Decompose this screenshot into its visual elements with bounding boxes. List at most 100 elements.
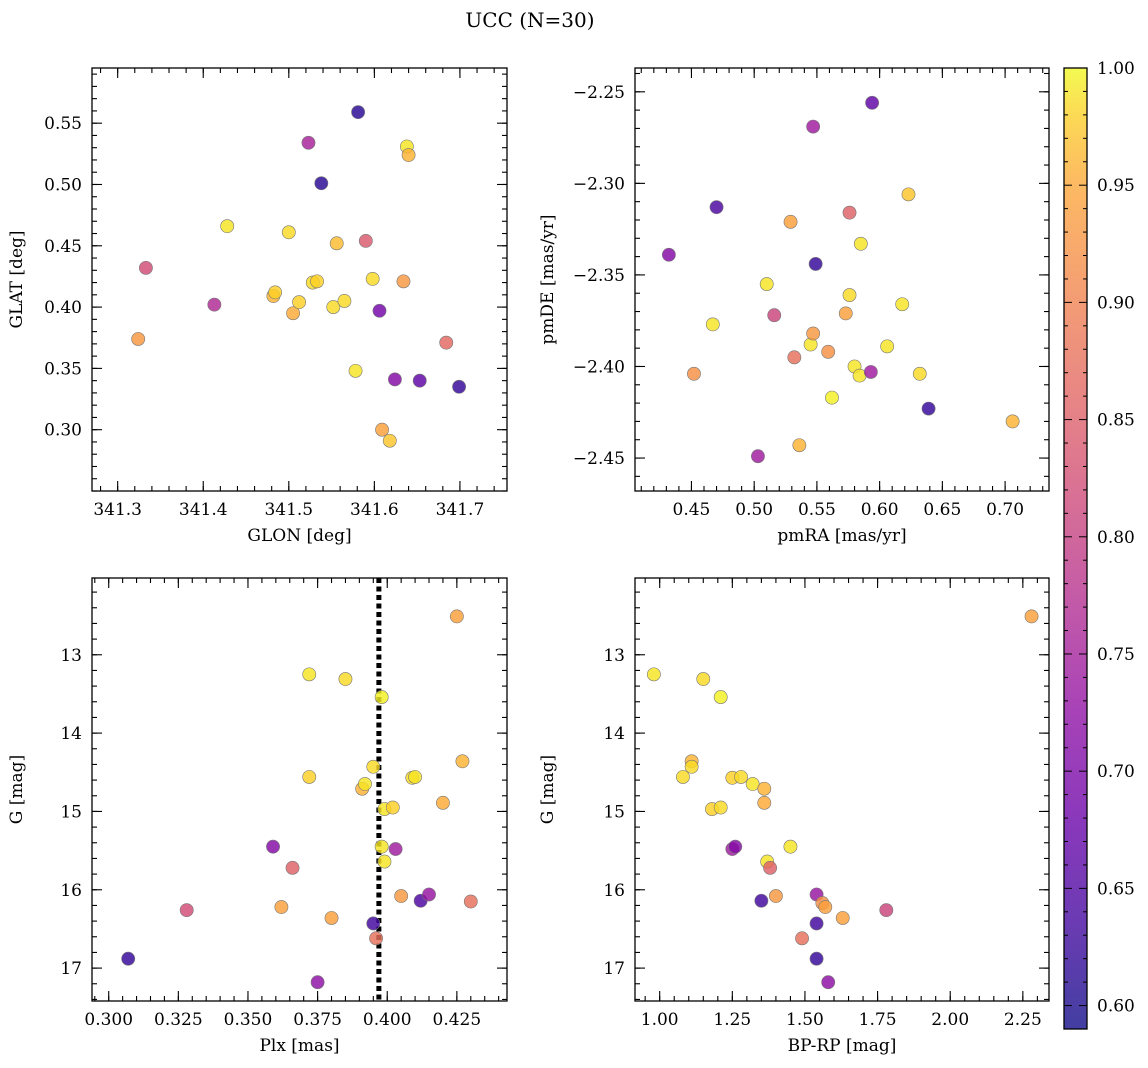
y-axis-label: G [mag] [538, 755, 558, 824]
data-point [895, 297, 910, 312]
data-point [880, 339, 895, 354]
data-point [401, 148, 416, 162]
data-point [337, 294, 352, 308]
data-point [728, 839, 743, 854]
y-tick-label: 0.55 [44, 114, 82, 134]
y-axis-label: G [mag] [7, 755, 27, 824]
data-point [377, 854, 392, 869]
data-points [646, 609, 1039, 990]
data-point [757, 795, 772, 810]
data-point [131, 332, 146, 346]
x-tick-label: 0.60 [861, 500, 899, 520]
data-point [879, 903, 894, 918]
data-points [661, 95, 1020, 464]
data-point [792, 438, 807, 453]
y-tick-label: −2.30 [573, 174, 625, 194]
data-point [348, 363, 363, 378]
x-axis-label: BP-RP [mag] [788, 1036, 897, 1056]
colorbar: 0.60 0.65 0.70 0.75 0.80 0.85 0.90 0.95 1.00 [1063, 59, 1135, 1030]
x-tick-label: 341.3 [93, 500, 142, 520]
y-axis-label: GLAT [deg] [7, 230, 27, 328]
data-point [139, 260, 153, 275]
colorbar-tick-label: 0.65 [1097, 879, 1135, 899]
data-point [326, 300, 341, 314]
axes-frame [91, 577, 508, 1002]
x-tick-label: 0.50 [735, 500, 773, 520]
data-point [783, 214, 798, 229]
x-axis-label: Plx [mas] [259, 1036, 339, 1056]
data-point [709, 200, 724, 215]
axis-ticks [92, 578, 507, 1001]
data-point [763, 860, 777, 875]
data-point [806, 119, 821, 134]
data-point [351, 105, 366, 120]
data-point [121, 951, 136, 966]
colorbar-gradient [1064, 68, 1087, 1029]
y-tick-label: 17 [603, 959, 625, 979]
data-point [396, 274, 411, 289]
data-point [463, 894, 478, 909]
data-points [121, 609, 478, 990]
data-point [286, 306, 300, 321]
x-axis-label: pmRA [mas/yr] [777, 526, 906, 546]
x-tick-label: 0.375 [293, 1010, 342, 1030]
axis-ticks [635, 68, 1049, 491]
colorbar-tick-label: 0.70 [1097, 762, 1135, 782]
data-point [408, 770, 422, 784]
data-point [676, 770, 690, 784]
data-point [329, 236, 344, 251]
panel-3: 0.300 0.325 0.350 0.375 0.400 0.425 13 14 15 16 17… [7, 577, 508, 1056]
colorbar-ticks: 0.60 0.65 0.70 0.75 0.80 0.85 0.90 0.95 1.00 [1064, 59, 1135, 1030]
data-point [865, 95, 880, 110]
data-point [821, 975, 836, 990]
x-tick-label: 0.70 [986, 500, 1024, 520]
x-tick-label: 1.50 [786, 1010, 824, 1030]
data-point [452, 379, 466, 394]
data-point [787, 350, 802, 365]
data-points [131, 105, 466, 448]
data-point [863, 365, 878, 379]
y-tick-label: −2.25 [573, 83, 625, 103]
x-tick-label: 1.25 [713, 1010, 751, 1030]
x-tick-label: 341.6 [350, 500, 399, 520]
y-tick-label: −2.40 [573, 357, 625, 377]
panel-2: 0.45 0.50 0.55 0.60 0.65 0.70 −2.45 −2.40 −2.35 −… [538, 67, 1050, 546]
data-point [767, 308, 782, 323]
y-tick-label: 14 [603, 724, 625, 744]
axis-ticks [635, 578, 1049, 1001]
data-point [366, 916, 381, 931]
axes-frame [91, 67, 508, 492]
data-point [388, 842, 403, 856]
data-point [769, 889, 783, 903]
data-point [921, 401, 936, 416]
data-point [302, 770, 317, 784]
data-point [207, 297, 222, 312]
data-point [806, 326, 821, 341]
colorbar-tick-label: 0.95 [1097, 176, 1135, 196]
data-point [684, 759, 699, 774]
y-tick-label: −2.45 [573, 449, 625, 469]
colorbar-tick-label: 1.00 [1097, 59, 1135, 79]
data-point [375, 422, 389, 437]
data-point [759, 277, 774, 291]
x-tick-label: 0.350 [224, 1010, 273, 1030]
x-tick-label: 341.5 [264, 500, 313, 520]
colorbar-tick-label: 0.60 [1097, 997, 1135, 1017]
x-tick-label: 2.25 [1004, 1010, 1042, 1030]
data-point [394, 889, 409, 903]
data-point [751, 449, 765, 464]
data-point [358, 233, 373, 248]
x-tick-label: 0.65 [923, 500, 961, 520]
data-point [455, 754, 470, 769]
x-tick-label: 1.75 [859, 1010, 897, 1030]
figure-title: UCC (N=30) [465, 8, 594, 32]
data-point [449, 609, 464, 624]
data-point [821, 344, 836, 359]
data-point [901, 187, 916, 202]
data-point [696, 672, 711, 686]
y-tick-label: 16 [60, 881, 82, 901]
data-point [809, 916, 824, 931]
colorbar-tick-label: 0.85 [1097, 411, 1135, 431]
data-point [301, 135, 316, 150]
